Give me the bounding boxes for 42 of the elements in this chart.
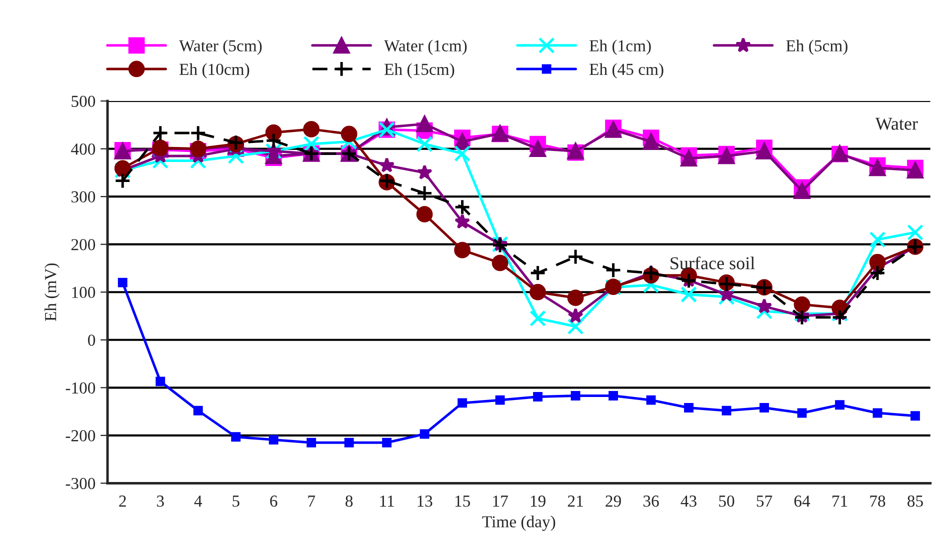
x-tick-label: 8 [346,495,353,507]
x-tick-label: 19 [530,496,546,507]
legend-label: Eh (1cm) [590,40,651,55]
legend-label: Eh (45 cm) [590,63,664,78]
x-tick-label: 11 [380,496,394,507]
legend-label: Water (5cm) [179,40,262,55]
x-tick-label: 64 [794,496,810,507]
y-tick-label: -100 [66,382,96,394]
x-tick-label: 85 [908,495,923,507]
y-tick-label: 0 [88,334,96,346]
y-tick-label: 100 [72,286,96,298]
x-tick-label: 71 [832,496,848,507]
y-tick-label: 200 [71,239,96,250]
x-axis-title: Time (day) [482,516,556,531]
x-tick-label: 15 [455,496,470,507]
x-tick-label: 21 [568,496,583,507]
x-tick-label: 36 [643,496,659,507]
x-tick-label: 2 [119,496,126,507]
y-tick-label: -300 [66,478,96,490]
x-tick-label: 4 [194,496,202,507]
legend-label: Eh (5cm) [786,40,848,55]
x-tick-label: 5 [232,496,240,507]
x-tick-label: 6 [270,496,278,507]
annotation: Water [875,118,918,130]
x-tick-label: 50 [719,495,734,507]
legend-label: Eh (10cm) [180,63,250,78]
x-tick-label: 7 [308,496,316,507]
y-tick-label: 400 [71,143,96,155]
y-tick-label: 300 [72,191,96,203]
y-axis-title: Eh (mV) [44,263,60,322]
x-tick-label: 57 [756,496,772,507]
x-tick-label: 17 [493,496,508,507]
legend-label: Water (1cm) [384,40,467,55]
legend-label: Eh (15cm) [384,63,454,78]
x-tick-label: 29 [606,496,621,507]
x-tick-label: 3 [156,496,164,507]
y-tick-label: -200 [66,430,96,442]
x-tick-label: 78 [870,495,886,507]
y-tick-label: 500 [72,96,96,107]
annotation: Surface soil [670,256,755,270]
x-tick-label: 43 [680,496,696,507]
x-tick-label: 13 [418,496,432,507]
